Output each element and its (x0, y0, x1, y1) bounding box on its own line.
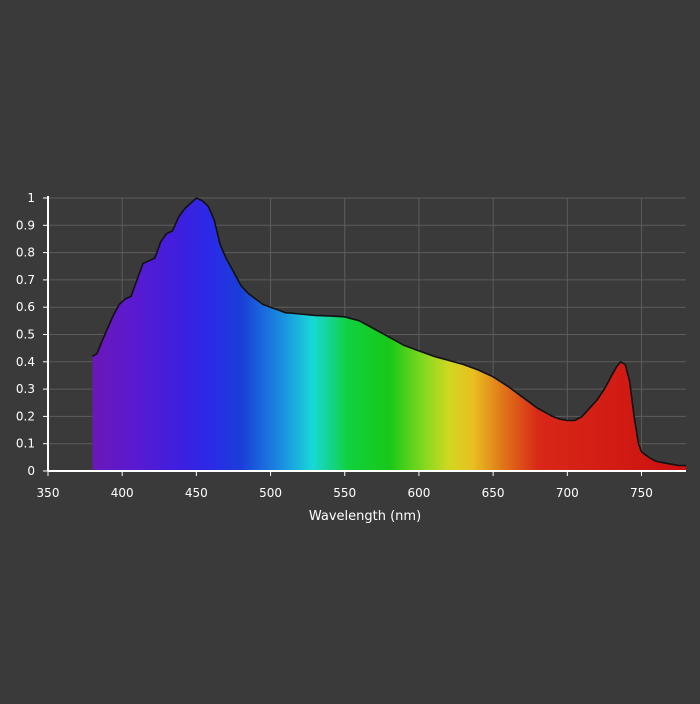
y-tick-label: 0.1 (16, 437, 35, 451)
y-tick-label: 0.5 (16, 328, 35, 342)
spectrum-outline (92, 197, 686, 467)
axis-layer: 350 400 450 500 550 600 650 700 750 0 0.1 0.2 0.3 0.4… (16, 191, 686, 500)
x-tick-label: 700 (556, 486, 579, 500)
x-tick-label: 450 (185, 486, 208, 500)
spectrum-area (92, 198, 686, 471)
y-tick-label: 0.7 (16, 273, 35, 287)
x-tick-label: 600 (407, 486, 430, 500)
y-tick-label: 0.8 (16, 246, 35, 260)
y-tick-label: 0 (27, 464, 35, 478)
y-tick-label: 0.6 (16, 300, 35, 314)
x-tick-label: 400 (111, 486, 134, 500)
x-tick-label: 350 (37, 486, 60, 500)
y-tick-label: 0.9 (16, 218, 35, 232)
y-tick-label: 0.3 (16, 382, 35, 396)
x-axis-title: Wavelength (nm) (309, 509, 421, 524)
x-tick-label: 500 (259, 486, 282, 500)
x-tick-label: 550 (333, 486, 356, 500)
area-layer (92, 197, 686, 471)
y-tick-label: 1 (27, 191, 35, 205)
x-tick-label: 750 (630, 486, 653, 500)
y-tick-label: 0.2 (16, 409, 35, 423)
y-tick-label: 0.4 (16, 355, 35, 369)
x-tick-label: 650 (482, 486, 505, 500)
